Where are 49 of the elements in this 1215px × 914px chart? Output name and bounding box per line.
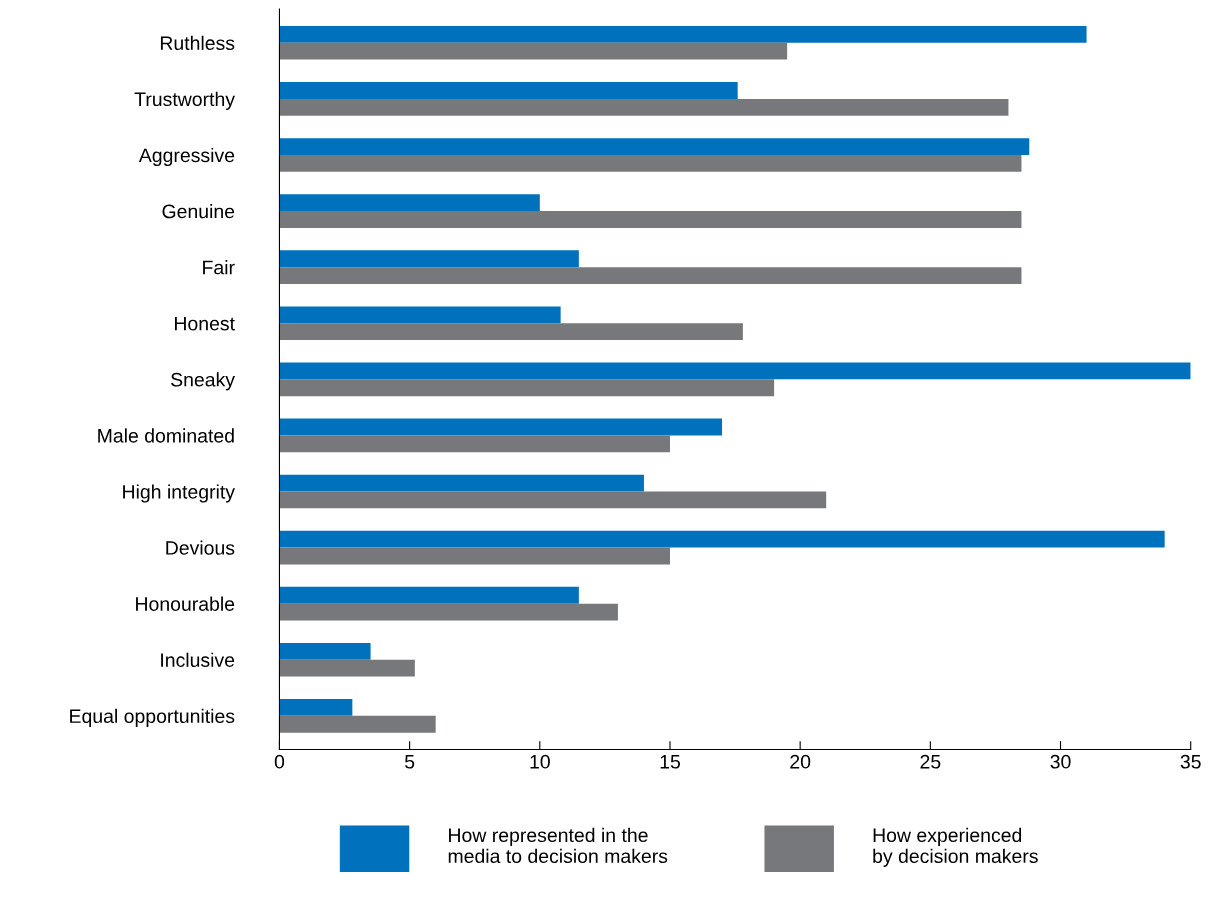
bar [279,418,723,436]
y-tick-label: High integrity [123,484,235,503]
bar [279,194,540,212]
x-tick-label: 25 [920,754,941,769]
bar [279,98,1009,116]
y-tick-label: Honourable [136,596,235,611]
y-tick-label: Equal opportunities [70,708,235,727]
y-tick-label: Trustworthy [134,91,235,110]
legend-label: How represented in the media to decision makers [448,827,668,864]
bar [279,642,371,660]
y-tick-label: Sneaky [171,372,235,391]
x-tick-label: 10 [530,754,550,769]
y-tick-label: Inclusive [161,652,235,667]
bar [279,82,738,99]
bar [279,42,788,60]
bar [279,699,353,716]
bar [279,323,743,341]
bar [279,586,579,604]
y-tick-label: Fair [203,260,235,275]
bar [279,547,670,565]
x-tick-label: 20 [790,754,811,769]
y-tick-label: Male dominated [98,428,234,443]
bar [279,603,618,621]
bar [279,659,415,677]
y-tick-label: Aggressive [138,147,235,167]
bar [279,138,1030,155]
bar [279,154,1022,172]
bar [279,362,1191,380]
y-tick-label: Genuine [162,204,235,219]
bar [279,306,561,324]
bar [279,715,436,733]
bar [279,267,1022,284]
legend-label: How experienced by decision makers [873,827,1038,867]
x-tick-label: 5 [405,755,415,769]
bar [279,474,644,492]
bar [279,530,1165,548]
bar [279,435,670,453]
y-tick-label: Ruthless [160,35,235,51]
x-tick-label: 30 [1050,754,1071,769]
bar [279,211,1022,228]
x-tick-label: 0 [274,754,285,769]
bar [279,250,579,268]
bar [279,379,775,397]
y-tick-label: Honest [175,316,235,331]
bar [279,491,827,509]
x-tick-label: 15 [660,755,680,769]
y-tick-label: Devious [166,540,235,555]
bar [279,25,1087,43]
x-tick-label: 35 [1180,754,1201,769]
